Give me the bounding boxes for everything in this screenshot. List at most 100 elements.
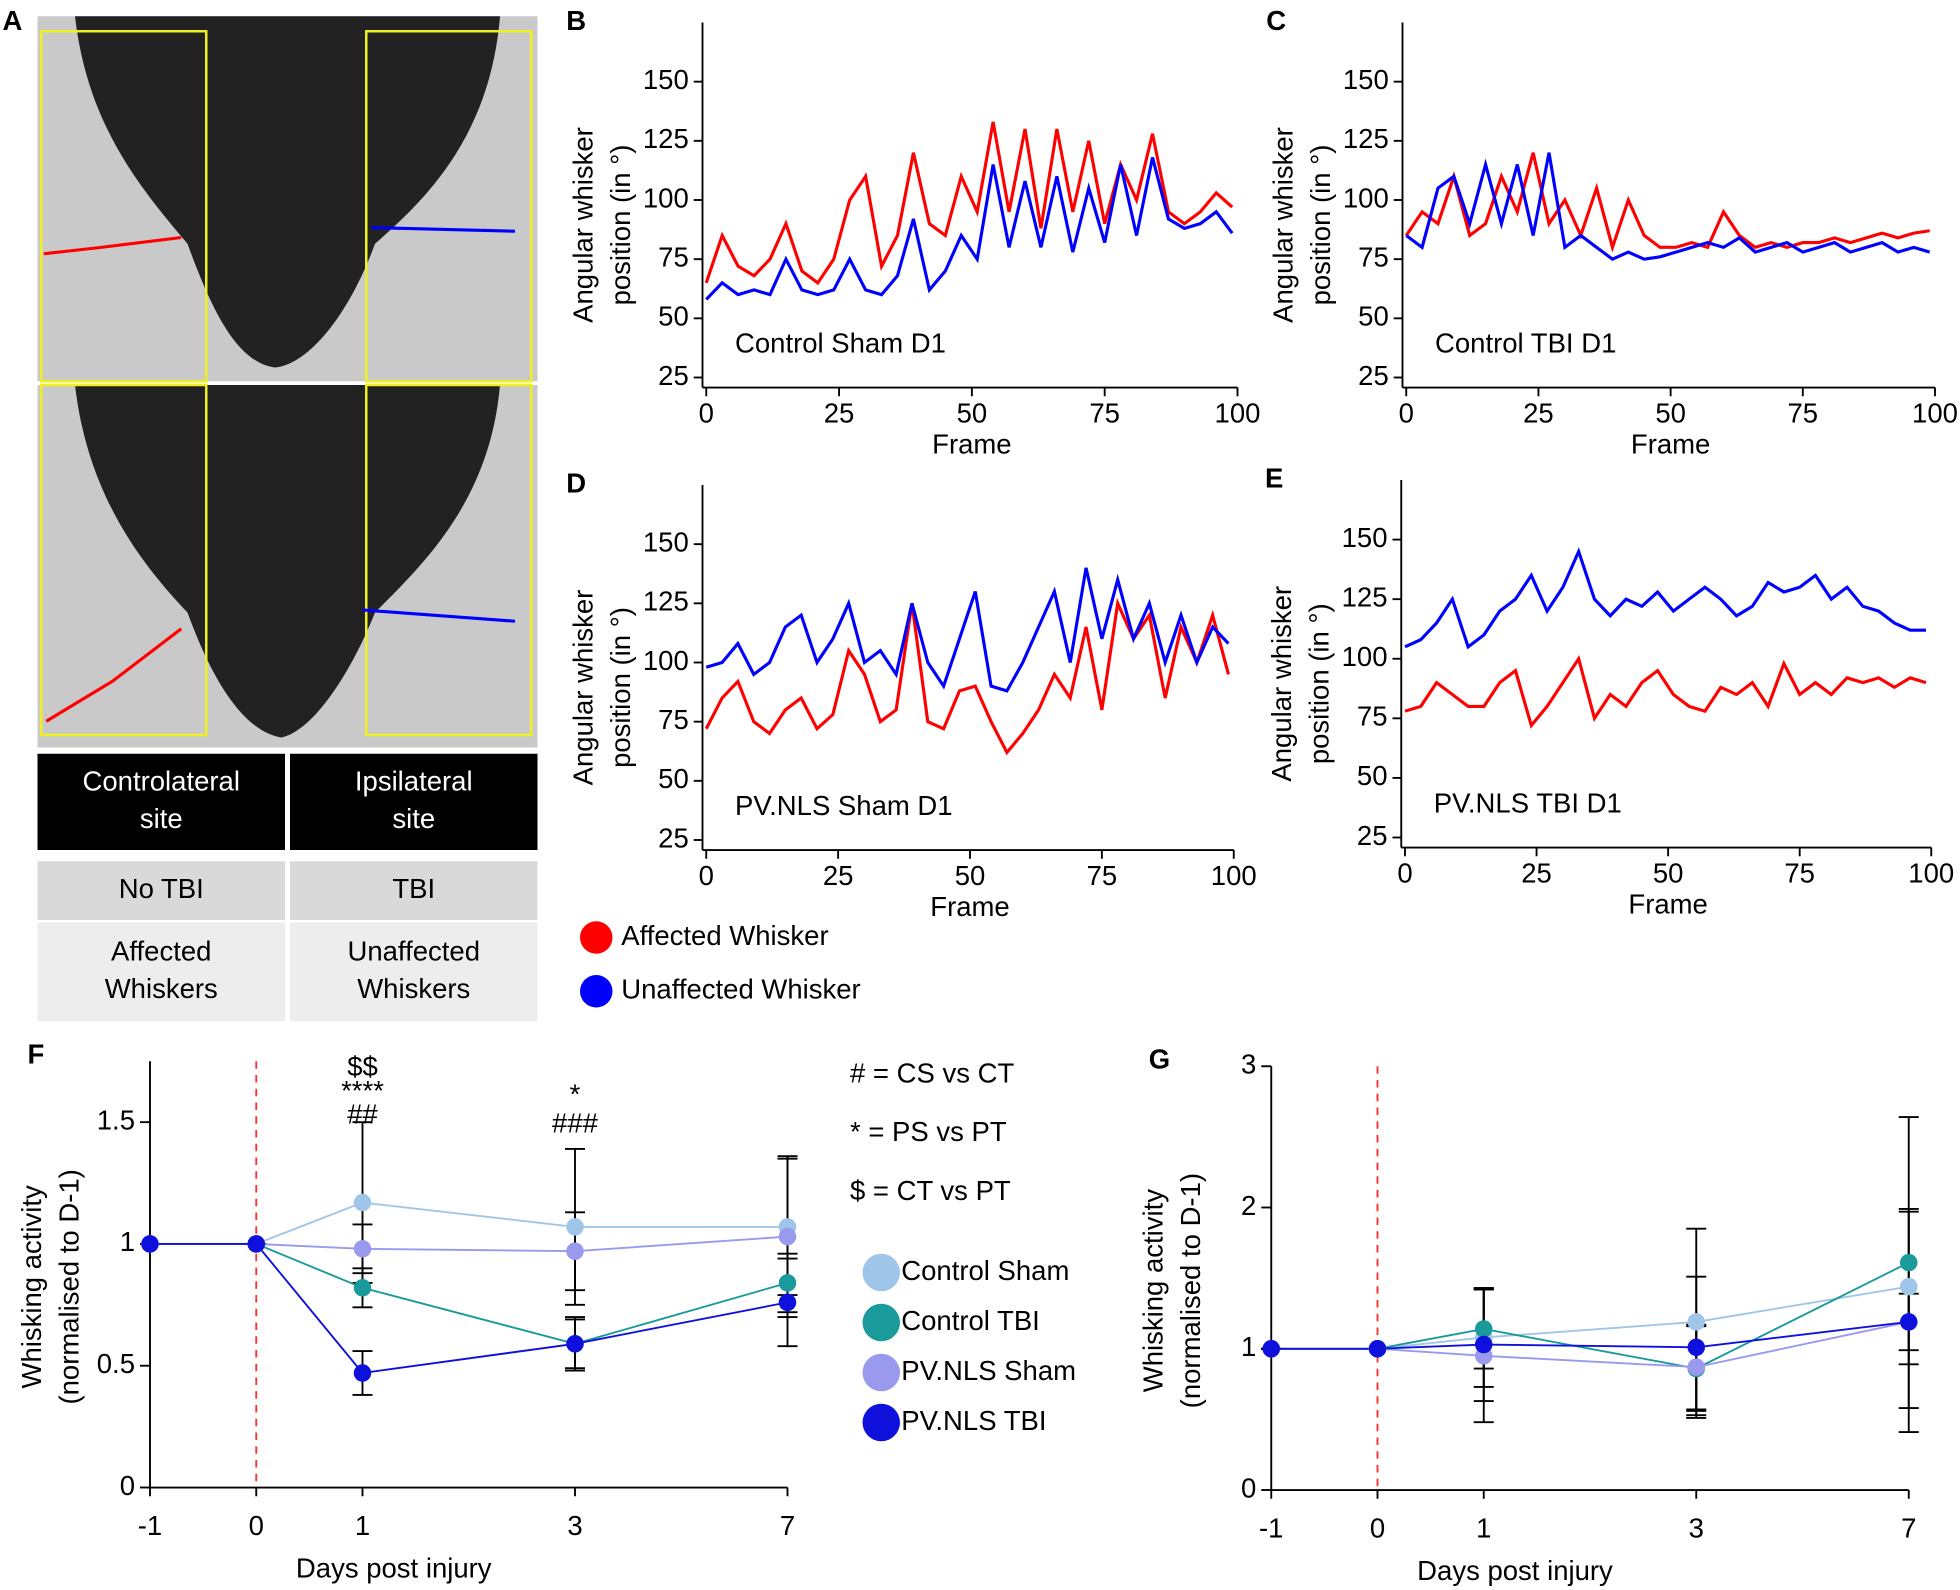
y-tick-label: 150 [643,64,689,95]
y-tick-label: 2 [1241,1190,1256,1221]
x-tick-label: 25 [1523,397,1554,428]
mouse-head [75,16,500,368]
data-point [247,1235,265,1253]
x-tick-label: 100 [1912,397,1958,428]
legend-swatch [580,921,613,954]
panel-label: G [1149,1044,1170,1075]
series-line [150,1201,788,1245]
y-tick-label: 50 [658,301,689,332]
series-line [1405,152,1931,261]
panel-label: E [1265,462,1283,493]
panel-label: C [1266,5,1286,36]
legend-label: Control Sham [901,1255,1069,1286]
y-axis-label: Angular whisker [1267,127,1298,323]
y-tick-label: 25 [1358,360,1389,391]
legend-label: PV.NLS Sham [901,1355,1076,1386]
x-tick-label: 50 [957,397,988,428]
x-tick-label: 7 [780,1510,795,1541]
x-axis-label: Frame [930,891,1009,922]
panel-label: F [28,1039,45,1070]
table-cell [290,753,538,850]
y-axis-label: (normalised to D-1) [54,1169,85,1404]
y-tick-label: 150 [1343,64,1389,95]
series-line [150,1242,788,1375]
x-tick-label: 0 [1397,857,1412,888]
table-text: No TBI [119,873,204,904]
x-axis-label: Frame [1631,429,1710,460]
y-tick-label: 1 [1241,1331,1256,1362]
x-tick-label: -1 [138,1510,162,1541]
data-point [778,1227,797,1246]
table-cell [290,922,538,1022]
data-point [353,1193,372,1212]
y-axis-label: Angular whisker [1266,586,1297,782]
data-point [141,1235,159,1253]
y-axis-label: Whisking activity [1137,1189,1168,1392]
y-axis-label: position (in °) [1304,603,1335,764]
y-tick-label: 50 [1357,760,1388,791]
y-tick-label: 100 [643,182,689,213]
roi-boxes [40,30,533,737]
x-tick-label: 0 [699,397,714,428]
legend-swatch [580,975,613,1008]
y-tick-label: 100 [1342,641,1388,672]
x-tick-label: 75 [1784,857,1815,888]
data-point [353,1240,372,1258]
significance-label: * [570,1079,581,1110]
data-point [1262,1340,1280,1358]
y-tick-label: 1.5 [97,1104,135,1135]
panel-a-images [37,16,538,748]
y-tick-label: 0 [120,1470,135,1501]
x-tick-label: 1 [355,1510,370,1541]
series-line [1271,1320,1909,1369]
data-point [1687,1338,1705,1357]
legend-label: PV.NLS TBI [901,1405,1046,1436]
table-cell [37,753,285,850]
series-line [150,1242,788,1345]
x-tick-label: 75 [1087,860,1118,891]
data-point [1687,1313,1705,1331]
series-line [1404,547,1926,650]
y-tick-label: 25 [658,360,689,391]
data-point [1900,1277,1918,1296]
y-tick-label: 100 [643,645,689,676]
y-tick-label: 100 [1343,182,1389,213]
table-text: site [140,803,183,834]
data-point [566,1335,584,1353]
y-axis-label: position (in °) [1305,145,1336,306]
key-text: # = CS vs CT [850,1057,1014,1088]
series-line [705,567,1230,693]
legend-swatch [862,1253,900,1292]
y-tick-label: 50 [1358,301,1389,332]
series-line [1271,1285,1909,1350]
legend-swatch [862,1353,900,1392]
table-text: Whiskers [357,973,470,1004]
table-text: site [392,803,435,834]
mouse-head [75,385,500,738]
table-cell [290,861,538,920]
annotation: PV.NLS TBI D1 [1434,787,1622,818]
legend-label: Control TBI [901,1305,1040,1336]
key-text: $ = CT vs PT [850,1175,1011,1206]
x-tick-label: 25 [1521,857,1552,888]
panel-a-table: Controlateral site Ipsilateral site No TBI TB… [37,753,538,1022]
data-point [1900,1313,1918,1331]
y-tick-label: 75 [658,704,689,735]
x-tick-label: 50 [1653,857,1684,888]
x-axis-label: Days post injury [296,1552,492,1583]
y-tick-label: 25 [658,822,689,853]
significance-label: **** [341,1075,384,1106]
y-axis-label: Whisking activity [16,1185,47,1388]
y-tick-label: 125 [643,123,689,154]
y-axis-label: position (in °) [605,145,636,306]
y-tick-label: 150 [1342,522,1388,553]
y-tick-label: 0.5 [97,1348,135,1379]
data-point [1475,1320,1493,1338]
significance-label: $$ [347,1051,378,1082]
y-tick-label: 75 [1358,241,1389,272]
y-axis-label: (normalised to D-1) [1175,1173,1206,1408]
y-tick-label: 75 [1357,701,1388,732]
y-axis-label: Angular whisker [567,590,598,786]
y-tick-label: 25 [1357,820,1388,851]
